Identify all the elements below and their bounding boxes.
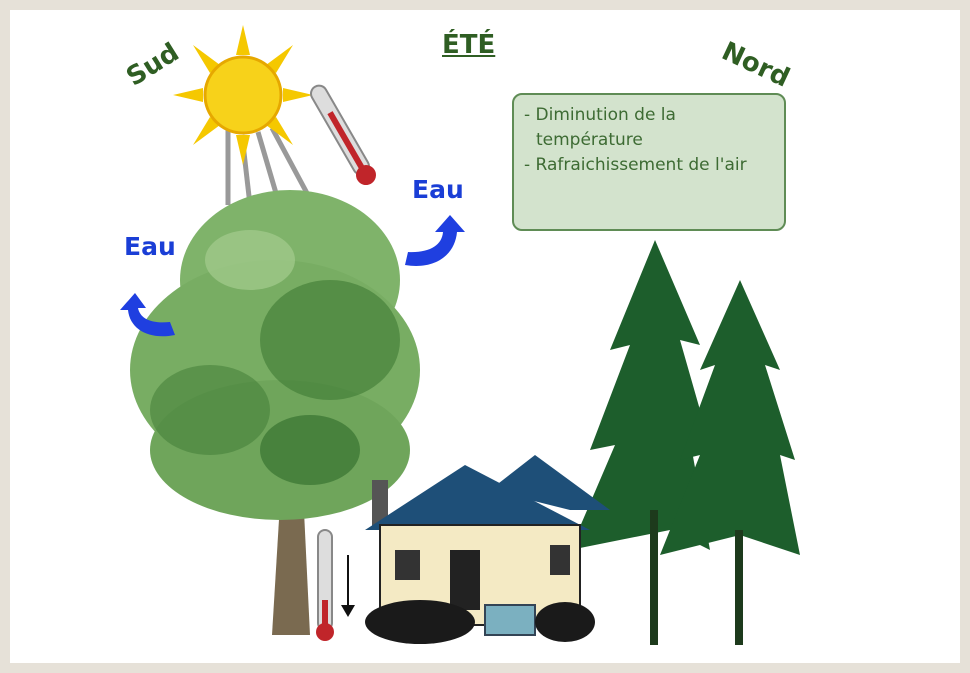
- effects-box: - Diminution de la température - Rafraic…: [512, 93, 786, 231]
- sun: [173, 25, 313, 165]
- season-label: ÉTÉ: [442, 30, 495, 60]
- thermometer-high: [306, 82, 379, 189]
- water-label: Eau: [412, 175, 464, 204]
- page: Sud ÉTÉ Nord Eau Eau - Diminution de la …: [0, 0, 970, 673]
- house: [365, 455, 610, 644]
- fir-trees: [570, 240, 800, 645]
- water-label: Eau: [124, 232, 176, 261]
- effect-item: - Rafraichissement de l'air: [524, 153, 774, 178]
- effect-item: - Diminution de la température: [524, 103, 774, 153]
- illustration: Sud ÉTÉ Nord Eau Eau - Diminution de la …: [10, 10, 960, 663]
- thermometer-low: [316, 530, 355, 641]
- drawing: [10, 10, 960, 663]
